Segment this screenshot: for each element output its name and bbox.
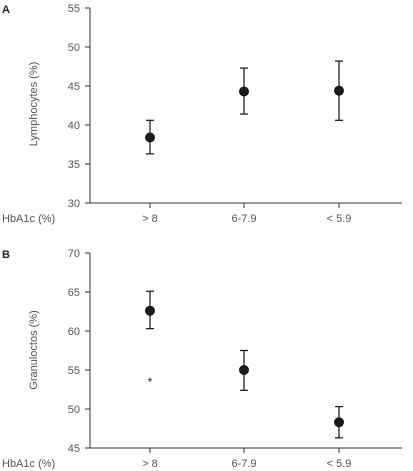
panel-a-y-tick-label: 35 <box>68 159 80 171</box>
panel-a-y-tick-label: 45 <box>68 81 80 93</box>
panel-b-category-label: 6-7.9 <box>231 458 256 470</box>
panel-a-data-point <box>145 132 155 143</box>
panel-b-y-tick-label: 60 <box>68 326 80 338</box>
panel-b: B Granuloctos (%) HbA1c (%) 45 50 55 60 65 70… <box>2 248 402 470</box>
panel-a-y-tick-label: 40 <box>68 120 80 132</box>
panel-b-x-axis-title: HbA1c (%) <box>2 458 55 470</box>
panel-a-x-axis-title: HbA1c (%) <box>2 213 55 225</box>
panel-b-category-label: > 8 <box>142 458 158 470</box>
panel-a-y-tick-label: 50 <box>68 42 80 54</box>
panel-b-letter: B <box>2 249 10 261</box>
panel-b-y-tick-label: 55 <box>68 365 80 377</box>
panel-b-data-point <box>145 305 155 316</box>
panel-b-data-point <box>334 417 344 428</box>
panel-a-data-point <box>334 85 344 96</box>
panel-b-y-tick-label: 70 <box>68 248 80 260</box>
panel-b-y-tick-label: 65 <box>68 287 80 299</box>
panel-a-y-tick-label: 55 <box>68 3 80 15</box>
panel-a-y-axis-title: Lymphocytes (%) <box>28 62 40 147</box>
panel-a-y-tick-label: 30 <box>68 198 80 210</box>
panel-a: A Lymphocytes (%) HbA1c (%) 30 35 40 45 50 55… <box>2 3 402 225</box>
panel-b-y-axis-title: Granuloctos (%) <box>28 310 40 389</box>
panel-b-y-tick-label: 50 <box>68 404 80 416</box>
panel-b-data-point <box>239 365 249 375</box>
panel-a-category-label: 6-7.9 <box>231 213 256 225</box>
panel-b-significance-marker: * <box>148 375 153 389</box>
panel-a-category-label: > 8 <box>142 213 158 225</box>
panel-b-category-label: < 5.9 <box>327 458 352 470</box>
panel-a-data-point <box>239 86 249 97</box>
panel-b-y-tick-label: 45 <box>68 443 80 455</box>
panel-a-letter: A <box>2 4 10 16</box>
panel-a-category-label: < 5.9 <box>327 213 352 225</box>
